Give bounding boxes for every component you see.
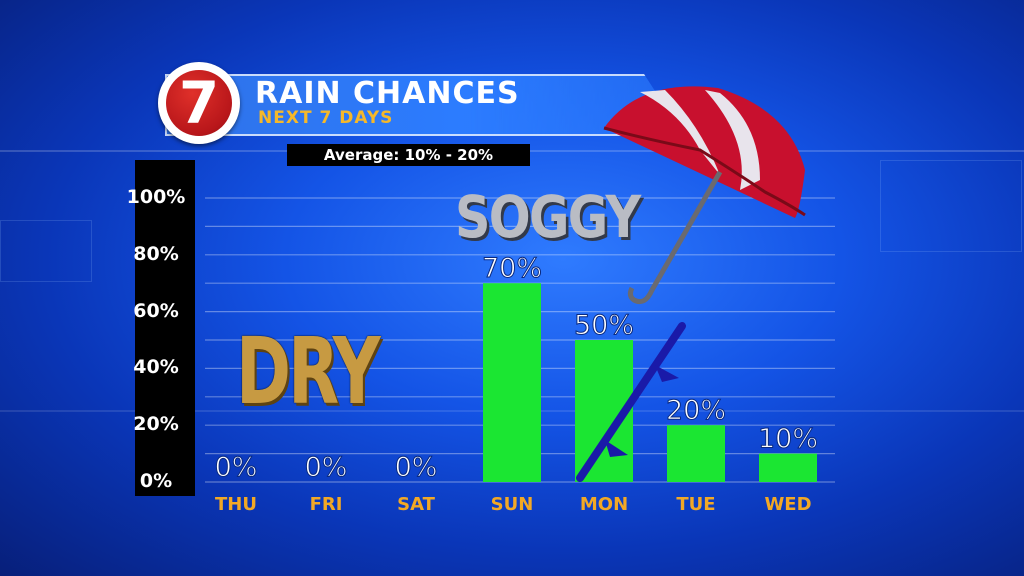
- seven-logo-icon: 7: [158, 62, 240, 144]
- y-tick-label: 40%: [133, 356, 179, 379]
- x-label-fri: FRI: [310, 494, 343, 515]
- value-label-thu: 0%: [215, 452, 258, 483]
- x-label-wed: WED: [764, 494, 811, 515]
- average-label: Average: 10% - 20%: [287, 144, 530, 166]
- y-tick-label: 60%: [133, 299, 179, 322]
- y-axis-panel: [135, 160, 195, 496]
- bar-tue: [667, 425, 725, 482]
- background-panel: [880, 160, 1022, 252]
- x-label-sun: SUN: [491, 494, 534, 515]
- cold-front-icon: [576, 322, 686, 482]
- background-panel: [0, 220, 92, 282]
- dry-annotation: DRY: [236, 318, 381, 425]
- x-label-tue: TUE: [676, 494, 715, 515]
- bar-wed: [759, 453, 817, 482]
- page-subtitle: NEXT 7 DAYS: [258, 108, 394, 128]
- logo-numeral: 7: [166, 69, 232, 137]
- value-label-tue: 20%: [666, 395, 726, 426]
- soggy-annotation: SOGGY: [455, 183, 641, 251]
- value-label-mon: 50%: [574, 310, 634, 341]
- y-tick-label: 80%: [133, 242, 179, 265]
- value-label-wed: 10%: [758, 424, 818, 455]
- x-label-mon: MON: [580, 494, 628, 515]
- y-tick-label: 0%: [139, 470, 173, 492]
- x-label-thu: THU: [215, 494, 257, 515]
- chart-x-labels: THU FRI SAT SUN MON TUE WED: [215, 494, 812, 515]
- y-tick-label: 20%: [133, 413, 179, 436]
- value-label-sat: 0%: [395, 452, 438, 483]
- value-label-fri: 0%: [305, 452, 348, 483]
- page-title: RAIN CHANCES: [255, 76, 520, 111]
- title-banner: [165, 74, 664, 136]
- bar-sun: [483, 283, 541, 482]
- x-label-sat: SAT: [397, 494, 435, 515]
- chart-value-labels: 0% 0% 0% 70% 50% 20% 10%: [214, 253, 818, 484]
- umbrella-icon: [603, 86, 806, 305]
- value-label-sun: 70%: [482, 253, 542, 284]
- y-tick-label: 100%: [126, 186, 186, 208]
